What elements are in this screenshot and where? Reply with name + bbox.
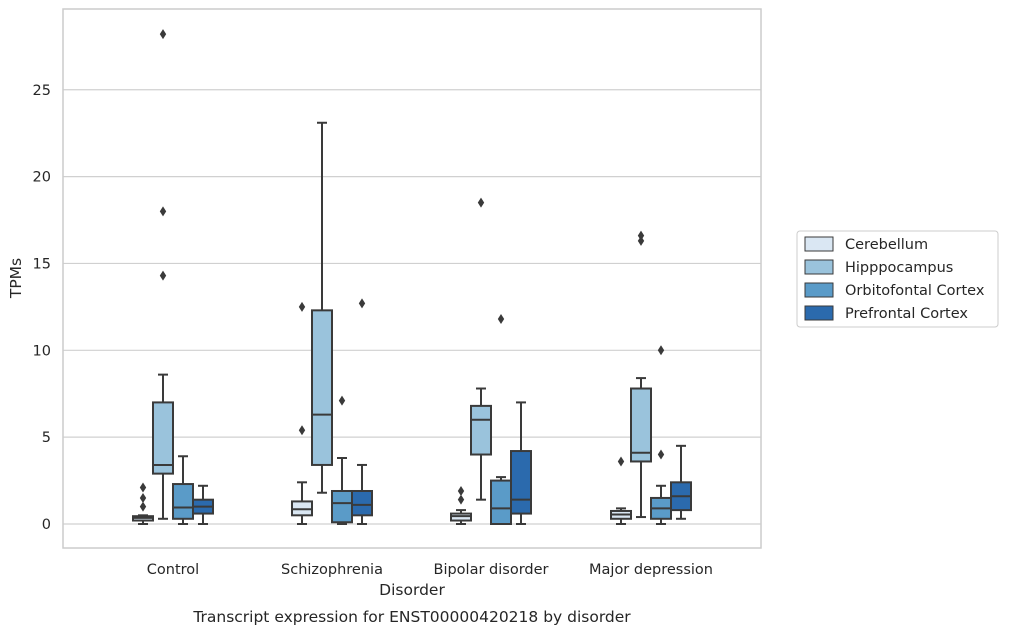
outlier-point xyxy=(139,482,147,493)
box-iqr xyxy=(172,483,194,520)
outlier-point xyxy=(657,449,665,460)
outlier-point xyxy=(657,345,665,356)
box-hipppocampus-0 xyxy=(152,29,174,520)
x-tick-label: Control xyxy=(147,562,199,578)
outlier-point xyxy=(159,206,167,217)
outlier-point xyxy=(298,425,306,436)
box-iqr xyxy=(351,489,373,517)
outlier-point xyxy=(637,235,645,246)
plot-frame xyxy=(62,8,762,549)
box-prefrontal-cortex-1 xyxy=(351,298,373,525)
box-cerebellum-0 xyxy=(132,482,154,525)
x-axis-ticks: Control Schizophrenia Bipolar disorder Majo… xyxy=(147,562,713,578)
legend-entry: Prefrontal Cortex xyxy=(845,306,968,322)
outlier-point xyxy=(159,270,167,281)
y-tick-label: 15 xyxy=(33,256,51,272)
legend-frame xyxy=(796,230,999,328)
outlier-point xyxy=(159,29,167,40)
outlier-point xyxy=(457,485,465,496)
y-axis-label: TPMs xyxy=(7,258,25,299)
box-iqr xyxy=(510,450,532,515)
chart-caption: Transcript expression for ENST0000042021… xyxy=(192,608,631,626)
legend-entry: Cerebellum xyxy=(845,237,928,253)
box-cerebellum-2 xyxy=(450,485,472,525)
outlier-point xyxy=(617,456,625,467)
outlier-point xyxy=(637,230,645,241)
box-iqr xyxy=(152,401,174,475)
outlier-point xyxy=(139,492,147,503)
box-iqr xyxy=(470,404,492,456)
box-hipppocampus-1 xyxy=(311,121,333,494)
y-tick-label: 20 xyxy=(33,170,51,186)
x-tick-label: Bipolar disorder xyxy=(434,562,549,578)
box-iqr xyxy=(630,387,652,463)
legend-swatch xyxy=(804,305,834,321)
box-orbitofontal-cortex-2 xyxy=(490,314,512,526)
outlier-point xyxy=(358,298,366,309)
outlier-point xyxy=(338,395,346,406)
y-tick-label: 25 xyxy=(33,83,51,99)
legend-entry: Orbitofontal Cortex xyxy=(845,283,985,299)
outlier-point xyxy=(497,314,505,325)
box-orbitofontal-cortex-3 xyxy=(650,345,672,525)
box-cerebellum-1 xyxy=(291,301,313,525)
outlier-point xyxy=(298,301,306,312)
legend: Cerebellum Hipppocampus Orbitofontal Corte… xyxy=(796,230,999,328)
box-iqr xyxy=(490,479,512,526)
outlier-point xyxy=(477,197,485,208)
outlier-point xyxy=(139,501,147,512)
y-axis-ticks: 0 5 10 15 20 25 xyxy=(33,83,51,533)
legend-swatch xyxy=(804,236,834,252)
box-cerebellum-3 xyxy=(610,456,632,525)
x-tick-label: Schizophrenia xyxy=(281,562,383,578)
x-axis-label: Disorder xyxy=(379,581,445,599)
legend-swatch xyxy=(804,259,834,275)
box-prefrontal-cortex-3 xyxy=(670,444,692,520)
box-series xyxy=(132,29,692,526)
box-prefrontal-cortex-2 xyxy=(510,401,532,525)
box-prefrontal-cortex-0 xyxy=(192,484,214,525)
box-orbitofontal-cortex-1 xyxy=(331,395,353,525)
box-iqr xyxy=(331,489,353,524)
box-iqr xyxy=(311,309,333,466)
box-hipppocampus-3 xyxy=(630,230,652,519)
legend-swatch xyxy=(804,282,834,298)
box-hipppocampus-2 xyxy=(470,197,492,501)
outlier-point xyxy=(457,494,465,505)
legend-entry: Hipppocampus xyxy=(845,260,953,276)
y-tick-label: 10 xyxy=(33,343,51,359)
y-tick-label: 0 xyxy=(42,517,51,533)
y-tick-label: 5 xyxy=(42,430,51,446)
x-tick-label: Major depression xyxy=(589,562,713,578)
